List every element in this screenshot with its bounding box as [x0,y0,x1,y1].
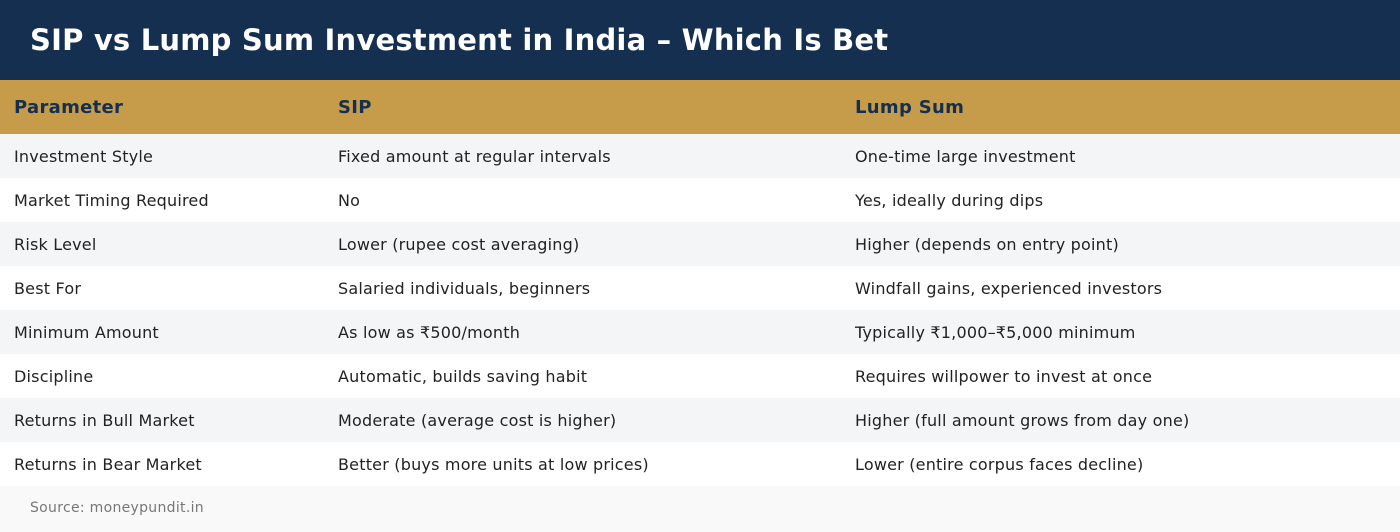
table-row: Discipline Automatic, builds saving habi… [0,354,1400,398]
column-header-sip: SIP [338,96,372,118]
parameter-cell: Market Timing Required [14,190,209,210]
sip-cell: As low as ₹500/month [338,322,521,342]
parameter-cell: Minimum Amount [14,322,159,342]
table-row: Market Timing Required No Yes, ideally d… [0,178,1400,222]
sip-cell: Salaried individuals, beginners [338,278,591,298]
lump-sum-cell: Requires willpower to invest at once [855,366,1153,386]
lump-sum-cell: Typically ₹1,000–₹5,000 minimum [855,322,1136,342]
table-row: Returns in Bear Market Better (buys more… [0,442,1400,486]
lump-sum-cell: Higher (depends on entry point) [855,234,1119,254]
parameter-cell: Returns in Bear Market [14,454,202,474]
parameter-cell: Best For [14,278,82,298]
sip-cell: Lower (rupee cost averaging) [338,234,580,254]
lump-sum-cell: Higher (full amount grows from day one) [855,410,1190,430]
parameter-cell: Risk Level [14,234,97,254]
table-row: Investment Style Fixed amount at regular… [0,134,1400,178]
sip-cell: Moderate (average cost is higher) [338,410,617,430]
table-row: Returns in Bull Market Moderate (average… [0,398,1400,442]
source-credit: Source: moneypundit.in [30,500,204,516]
table-row: Best For Salaried individuals, beginners… [0,266,1400,310]
sip-cell: Fixed amount at regular intervals [338,146,611,166]
sip-cell: No [338,190,361,210]
table-header: Parameter SIP Lump Sum [0,80,1400,134]
page-title: SIP vs Lump Sum Investment in India – Wh… [30,23,889,57]
parameter-cell: Discipline [14,366,94,386]
parameter-cell: Investment Style [14,146,154,166]
lump-sum-cell: One-time large investment [855,146,1076,166]
footer: Source: moneypundit.in [0,486,1400,530]
lump-sum-cell: Lower (entire corpus faces decline) [855,454,1144,474]
title-banner: SIP vs Lump Sum Investment in India – Wh… [0,0,1400,80]
lump-sum-cell: Windfall gains, experienced investors [855,278,1163,298]
lump-sum-cell: Yes, ideally during dips [855,190,1044,210]
sip-cell: Better (buys more units at low prices) [338,454,649,474]
column-header-lump-sum: Lump Sum [855,96,965,118]
table-header-row: Parameter SIP Lump Sum [0,80,1400,134]
sip-cell: Automatic, builds saving habit [338,366,588,386]
table-body: Investment Style Fixed amount at regular… [0,134,1400,486]
parameter-cell: Returns in Bull Market [14,410,195,430]
column-header-parameter: Parameter [14,96,124,118]
table-row: Minimum Amount As low as ₹500/month Typi… [0,310,1400,354]
table-row: Risk Level Lower (rupee cost averaging) … [0,222,1400,266]
comparison-table: Parameter SIP Lump Sum Investment Style … [0,80,1400,486]
